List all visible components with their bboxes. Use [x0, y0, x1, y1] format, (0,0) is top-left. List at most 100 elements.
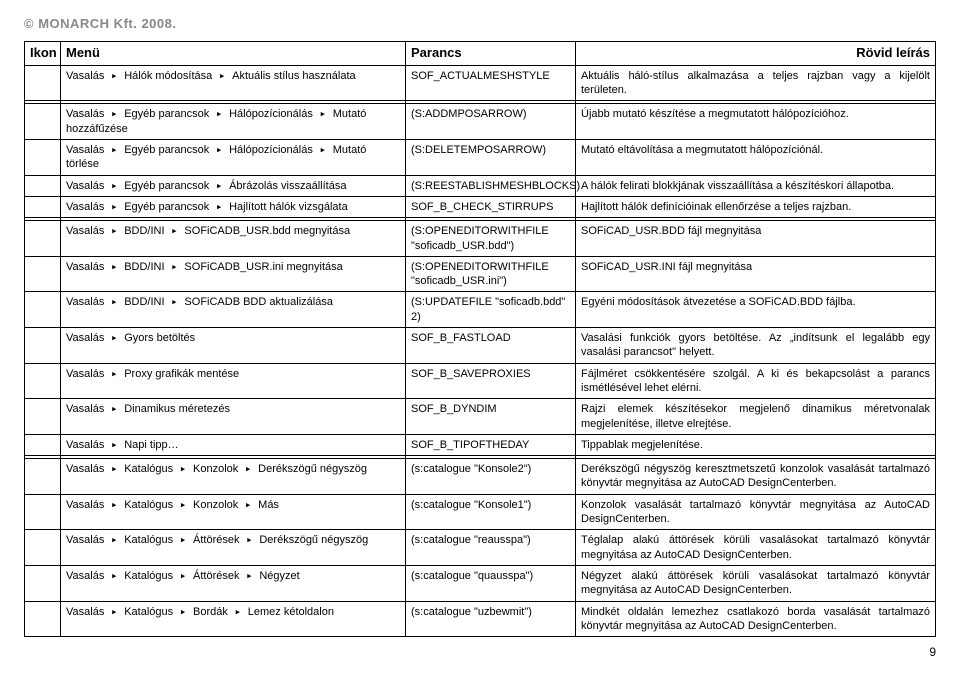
arrow-icon: ▸ [228, 605, 248, 618]
arrow-icon: ▸ [239, 569, 259, 582]
cell-leiras: Téglalap alakú áttörések körüli vasaláso… [576, 530, 936, 566]
cell-icon [25, 494, 61, 530]
cell-parancs: SOF_B_FASTLOAD [406, 328, 576, 364]
cell-icon [25, 292, 61, 328]
cell-menu: Vasalás ▸ Napi tipp… [61, 434, 406, 455]
cell-icon [25, 601, 61, 637]
cell-parancs: SOF_B_CHECK_STIRRUPS [406, 196, 576, 217]
table-row: Vasalás ▸ Proxy grafikák mentéseSOF_B_SA… [25, 363, 936, 399]
cell-icon [25, 140, 61, 176]
table-row: Vasalás ▸ Hálók módosítása ▸ Aktuális st… [25, 65, 936, 101]
cell-icon [25, 65, 61, 101]
cell-icon [25, 530, 61, 566]
cell-menu: Vasalás ▸ BDD/INI ▸ SOFiCADB_USR.ini meg… [61, 256, 406, 292]
cell-parancs: (S:ADDMPOSARROW) [406, 104, 576, 140]
page-header: © MONARCH Kft. 2008. [24, 16, 936, 31]
cell-parancs: (s:catalogue "Konsole2") [406, 459, 576, 495]
cell-parancs: (s:catalogue "reausspa") [406, 530, 576, 566]
cell-menu: Vasalás ▸ Katalógus ▸ Áttörések ▸ Deréks… [61, 530, 406, 566]
cell-menu: Vasalás ▸ Egyéb parancsok ▸ Hálópozícion… [61, 104, 406, 140]
arrow-icon: ▸ [104, 498, 124, 511]
cell-menu: Vasalás ▸ Katalógus ▸ Bordák ▸ Lemez két… [61, 601, 406, 637]
cell-leiras: Hajlított hálók definícióinak ellenőrzés… [576, 196, 936, 217]
cell-icon [25, 434, 61, 455]
arrow-icon: ▸ [104, 260, 124, 273]
cell-parancs: (S:OPENEDITORWITHFILE "soficadb_USR.bdd"… [406, 221, 576, 257]
table-row: Vasalás ▸ Katalógus ▸ Áttörések ▸ Deréks… [25, 530, 936, 566]
arrow-icon: ▸ [104, 331, 124, 344]
arrow-icon: ▸ [165, 224, 185, 237]
arrow-icon: ▸ [104, 200, 124, 213]
cell-menu: Vasalás ▸ Proxy grafikák mentése [61, 363, 406, 399]
cell-menu: Vasalás ▸ BDD/INI ▸ SOFiCADB_USR.bdd meg… [61, 221, 406, 257]
table-row: Vasalás ▸ BDD/INI ▸ SOFiCADB BDD aktuali… [25, 292, 936, 328]
arrow-icon: ▸ [239, 533, 259, 546]
cell-menu: Vasalás ▸ Dinamikus méretezés [61, 399, 406, 435]
table-row: Vasalás ▸ Egyéb parancsok ▸ Hálópozícion… [25, 140, 936, 176]
table-row: Vasalás ▸ Gyors betöltésSOF_B_FASTLOADVa… [25, 328, 936, 364]
cell-icon [25, 104, 61, 140]
arrow-icon: ▸ [209, 179, 229, 192]
arrow-icon: ▸ [209, 107, 229, 120]
table-row: Vasalás ▸ Egyéb parancsok ▸ Ábrázolás vi… [25, 175, 936, 196]
cell-parancs: (S:UPDATEFILE "soficadb.bdd" 2) [406, 292, 576, 328]
col-menu: Menü [61, 42, 406, 66]
cell-menu: Vasalás ▸ Egyéb parancsok ▸ Hálópozícion… [61, 140, 406, 176]
arrow-icon: ▸ [209, 143, 229, 156]
table-row: Vasalás ▸ Egyéb parancsok ▸ Hajlított há… [25, 196, 936, 217]
table-header-row: Ikon Menü Parancs Rövid leírás [25, 42, 936, 66]
arrow-icon: ▸ [104, 295, 124, 308]
cell-leiras: Derékszögű négyszög keresztmetszetű konz… [576, 459, 936, 495]
arrow-icon: ▸ [313, 107, 333, 120]
arrow-icon: ▸ [104, 69, 124, 82]
table-row: Vasalás ▸ BDD/INI ▸ SOFiCADB_USR.ini meg… [25, 256, 936, 292]
cell-leiras: Egyéni módosítások átvezetése a SOFiCAD.… [576, 292, 936, 328]
col-icon: Ikon [25, 42, 61, 66]
page-number: 9 [24, 645, 936, 659]
table-row: Vasalás ▸ Katalógus ▸ Konzolok ▸ Deréksz… [25, 459, 936, 495]
cell-parancs: (s:catalogue "Konsole1") [406, 494, 576, 530]
cell-leiras: Újabb mutató készítése a megmutatott hál… [576, 104, 936, 140]
cell-leiras: Négyzet alakú áttörések körüli vasalások… [576, 565, 936, 601]
cell-parancs: SOF_B_DYNDIM [406, 399, 576, 435]
cell-menu: Vasalás ▸ Egyéb parancsok ▸ Hajlított há… [61, 196, 406, 217]
cell-menu: Vasalás ▸ Hálók módosítása ▸ Aktuális st… [61, 65, 406, 101]
arrow-icon: ▸ [212, 69, 232, 82]
arrow-icon: ▸ [165, 295, 185, 308]
arrow-icon: ▸ [313, 143, 333, 156]
cell-icon [25, 196, 61, 217]
cell-leiras: Vasalási funkciók gyors betöltése. Az „i… [576, 328, 936, 364]
arrow-icon: ▸ [165, 260, 185, 273]
cell-parancs: (S:DELETEMPOSARROW) [406, 140, 576, 176]
cell-icon [25, 459, 61, 495]
cell-menu: Vasalás ▸ Egyéb parancsok ▸ Ábrázolás vi… [61, 175, 406, 196]
table-row: Vasalás ▸ Katalógus ▸ Áttörések ▸ Négyze… [25, 565, 936, 601]
cell-parancs: SOF_ACTUALMESHSTYLE [406, 65, 576, 101]
arrow-icon: ▸ [173, 569, 193, 582]
cell-parancs: (s:catalogue "quausspa") [406, 565, 576, 601]
cell-icon [25, 221, 61, 257]
col-parancs: Parancs [406, 42, 576, 66]
cell-parancs: (s:catalogue "uzbewmit") [406, 601, 576, 637]
arrow-icon: ▸ [104, 438, 124, 451]
cell-leiras: Mutató eltávolítása a megmutatott hálópo… [576, 140, 936, 176]
cell-leiras: A hálók felirati blokkjának visszaállítá… [576, 175, 936, 196]
cell-icon [25, 328, 61, 364]
command-table: Ikon Menü Parancs Rövid leírás Vasalás ▸… [24, 41, 936, 637]
cell-leiras: Konzolok vasalását tartalmazó könyvtár m… [576, 494, 936, 530]
arrow-icon: ▸ [104, 569, 124, 582]
cell-icon [25, 175, 61, 196]
arrow-icon: ▸ [238, 462, 258, 475]
cell-leiras: SOFiCAD_USR.BDD fájl megnyitása [576, 221, 936, 257]
arrow-icon: ▸ [238, 498, 258, 511]
cell-parancs: SOF_B_TIPOFTHEDAY [406, 434, 576, 455]
table-row: Vasalás ▸ Katalógus ▸ Bordák ▸ Lemez két… [25, 601, 936, 637]
arrow-icon: ▸ [104, 143, 124, 156]
cell-leiras: SOFiCAD_USR.INI fájl megnyitása [576, 256, 936, 292]
cell-icon [25, 363, 61, 399]
arrow-icon: ▸ [104, 367, 124, 380]
cell-icon [25, 256, 61, 292]
arrow-icon: ▸ [104, 179, 124, 192]
arrow-icon: ▸ [104, 107, 124, 120]
arrow-icon: ▸ [104, 402, 124, 415]
